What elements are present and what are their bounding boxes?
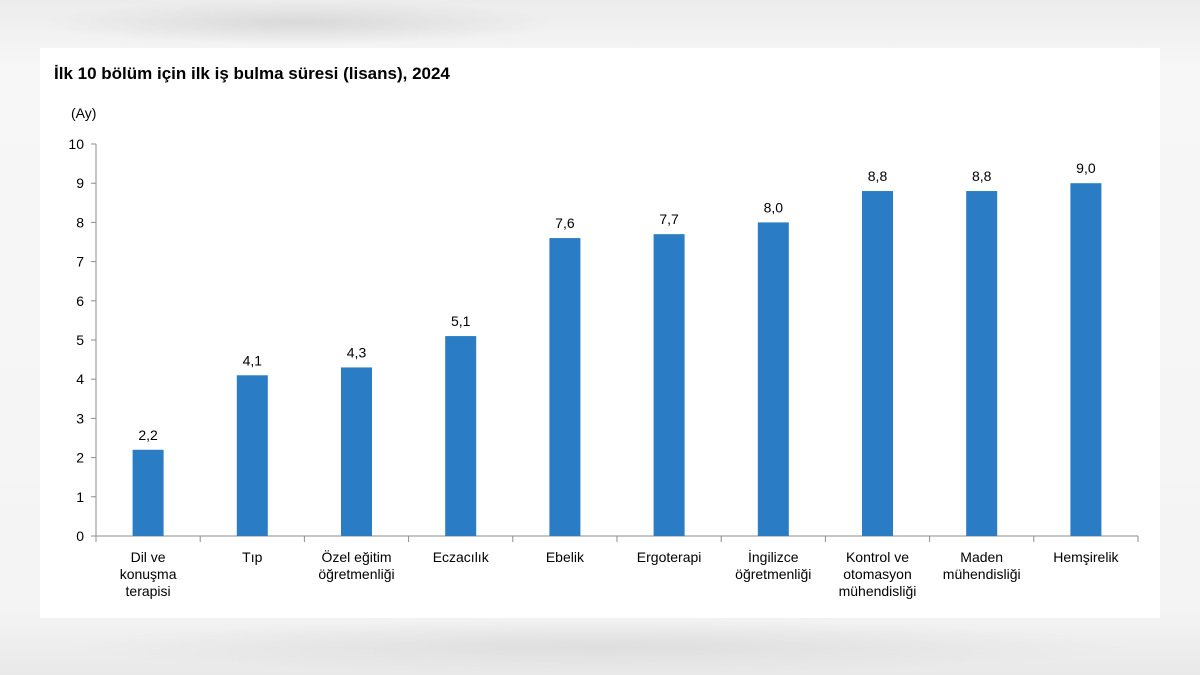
y-tick-label: 1 bbox=[76, 489, 84, 505]
y-tick-label: 8 bbox=[76, 214, 84, 230]
y-tick-label: 4 bbox=[76, 371, 84, 387]
bar bbox=[966, 191, 998, 537]
data-label: 7,7 bbox=[659, 211, 679, 227]
data-label: 8,0 bbox=[764, 199, 784, 215]
bar bbox=[236, 375, 268, 536]
x-tick-label: Maden mühendisliği bbox=[943, 549, 1021, 582]
bar bbox=[132, 449, 164, 536]
x-tick-label: Ergoterapi bbox=[637, 549, 702, 565]
background-blur-bottom bbox=[60, 620, 1140, 675]
data-label: 2,2 bbox=[138, 427, 158, 443]
background-blur-top bbox=[40, 0, 560, 45]
y-tick-label: 5 bbox=[76, 332, 84, 348]
bar bbox=[653, 234, 685, 536]
chart-title: İlk 10 bölüm için ilk iş bulma süresi (l… bbox=[54, 64, 450, 83]
y-tick-label: 9 bbox=[76, 175, 84, 191]
y-tick-label: 3 bbox=[76, 410, 84, 426]
bar bbox=[445, 336, 477, 536]
x-tick-label: Dil ve konuşma terapisi bbox=[120, 549, 177, 599]
x-tick-label: Kontrol ve otomasyon mühendisliği bbox=[839, 549, 917, 599]
bar-chart: (Ay) 0 1 2 3 4 5 6 7 8 9 10 2,2 Dil ve konuşma terapisi… bbox=[68, 105, 1139, 599]
x-tick-label: Özel eğitim öğretmenliği bbox=[318, 548, 394, 582]
bar bbox=[757, 222, 789, 536]
bar bbox=[549, 238, 581, 536]
data-label: 8,8 bbox=[868, 168, 888, 184]
y-tick-label: 0 bbox=[76, 528, 84, 544]
y-axis-label: (Ay) bbox=[71, 105, 96, 121]
data-label: 5,1 bbox=[451, 313, 471, 329]
data-label: 9,0 bbox=[1076, 160, 1096, 176]
chart-card: İlk 10 bölüm için ilk iş bulma süresi (l… bbox=[40, 48, 1160, 618]
x-tick-label: Eczacılık bbox=[433, 549, 490, 565]
data-label: 4,1 bbox=[243, 352, 263, 368]
y-tick-label: 10 bbox=[68, 136, 84, 152]
data-label: 7,6 bbox=[555, 215, 575, 231]
bar bbox=[1070, 183, 1102, 536]
x-tick-label: Hemşirelik bbox=[1053, 549, 1119, 565]
x-tick-label: İngilizce öğretmenliği bbox=[735, 548, 811, 582]
bar bbox=[862, 191, 893, 537]
y-tick-label: 7 bbox=[76, 254, 84, 270]
data-label: 8,8 bbox=[972, 168, 992, 184]
data-label: 4,3 bbox=[347, 344, 367, 360]
y-tick-label: 6 bbox=[76, 293, 84, 309]
x-tick-label: Ebelik bbox=[546, 549, 585, 565]
bar bbox=[341, 367, 372, 536]
y-tick-label: 2 bbox=[76, 450, 84, 466]
x-tick-label: Tıp bbox=[242, 549, 262, 565]
